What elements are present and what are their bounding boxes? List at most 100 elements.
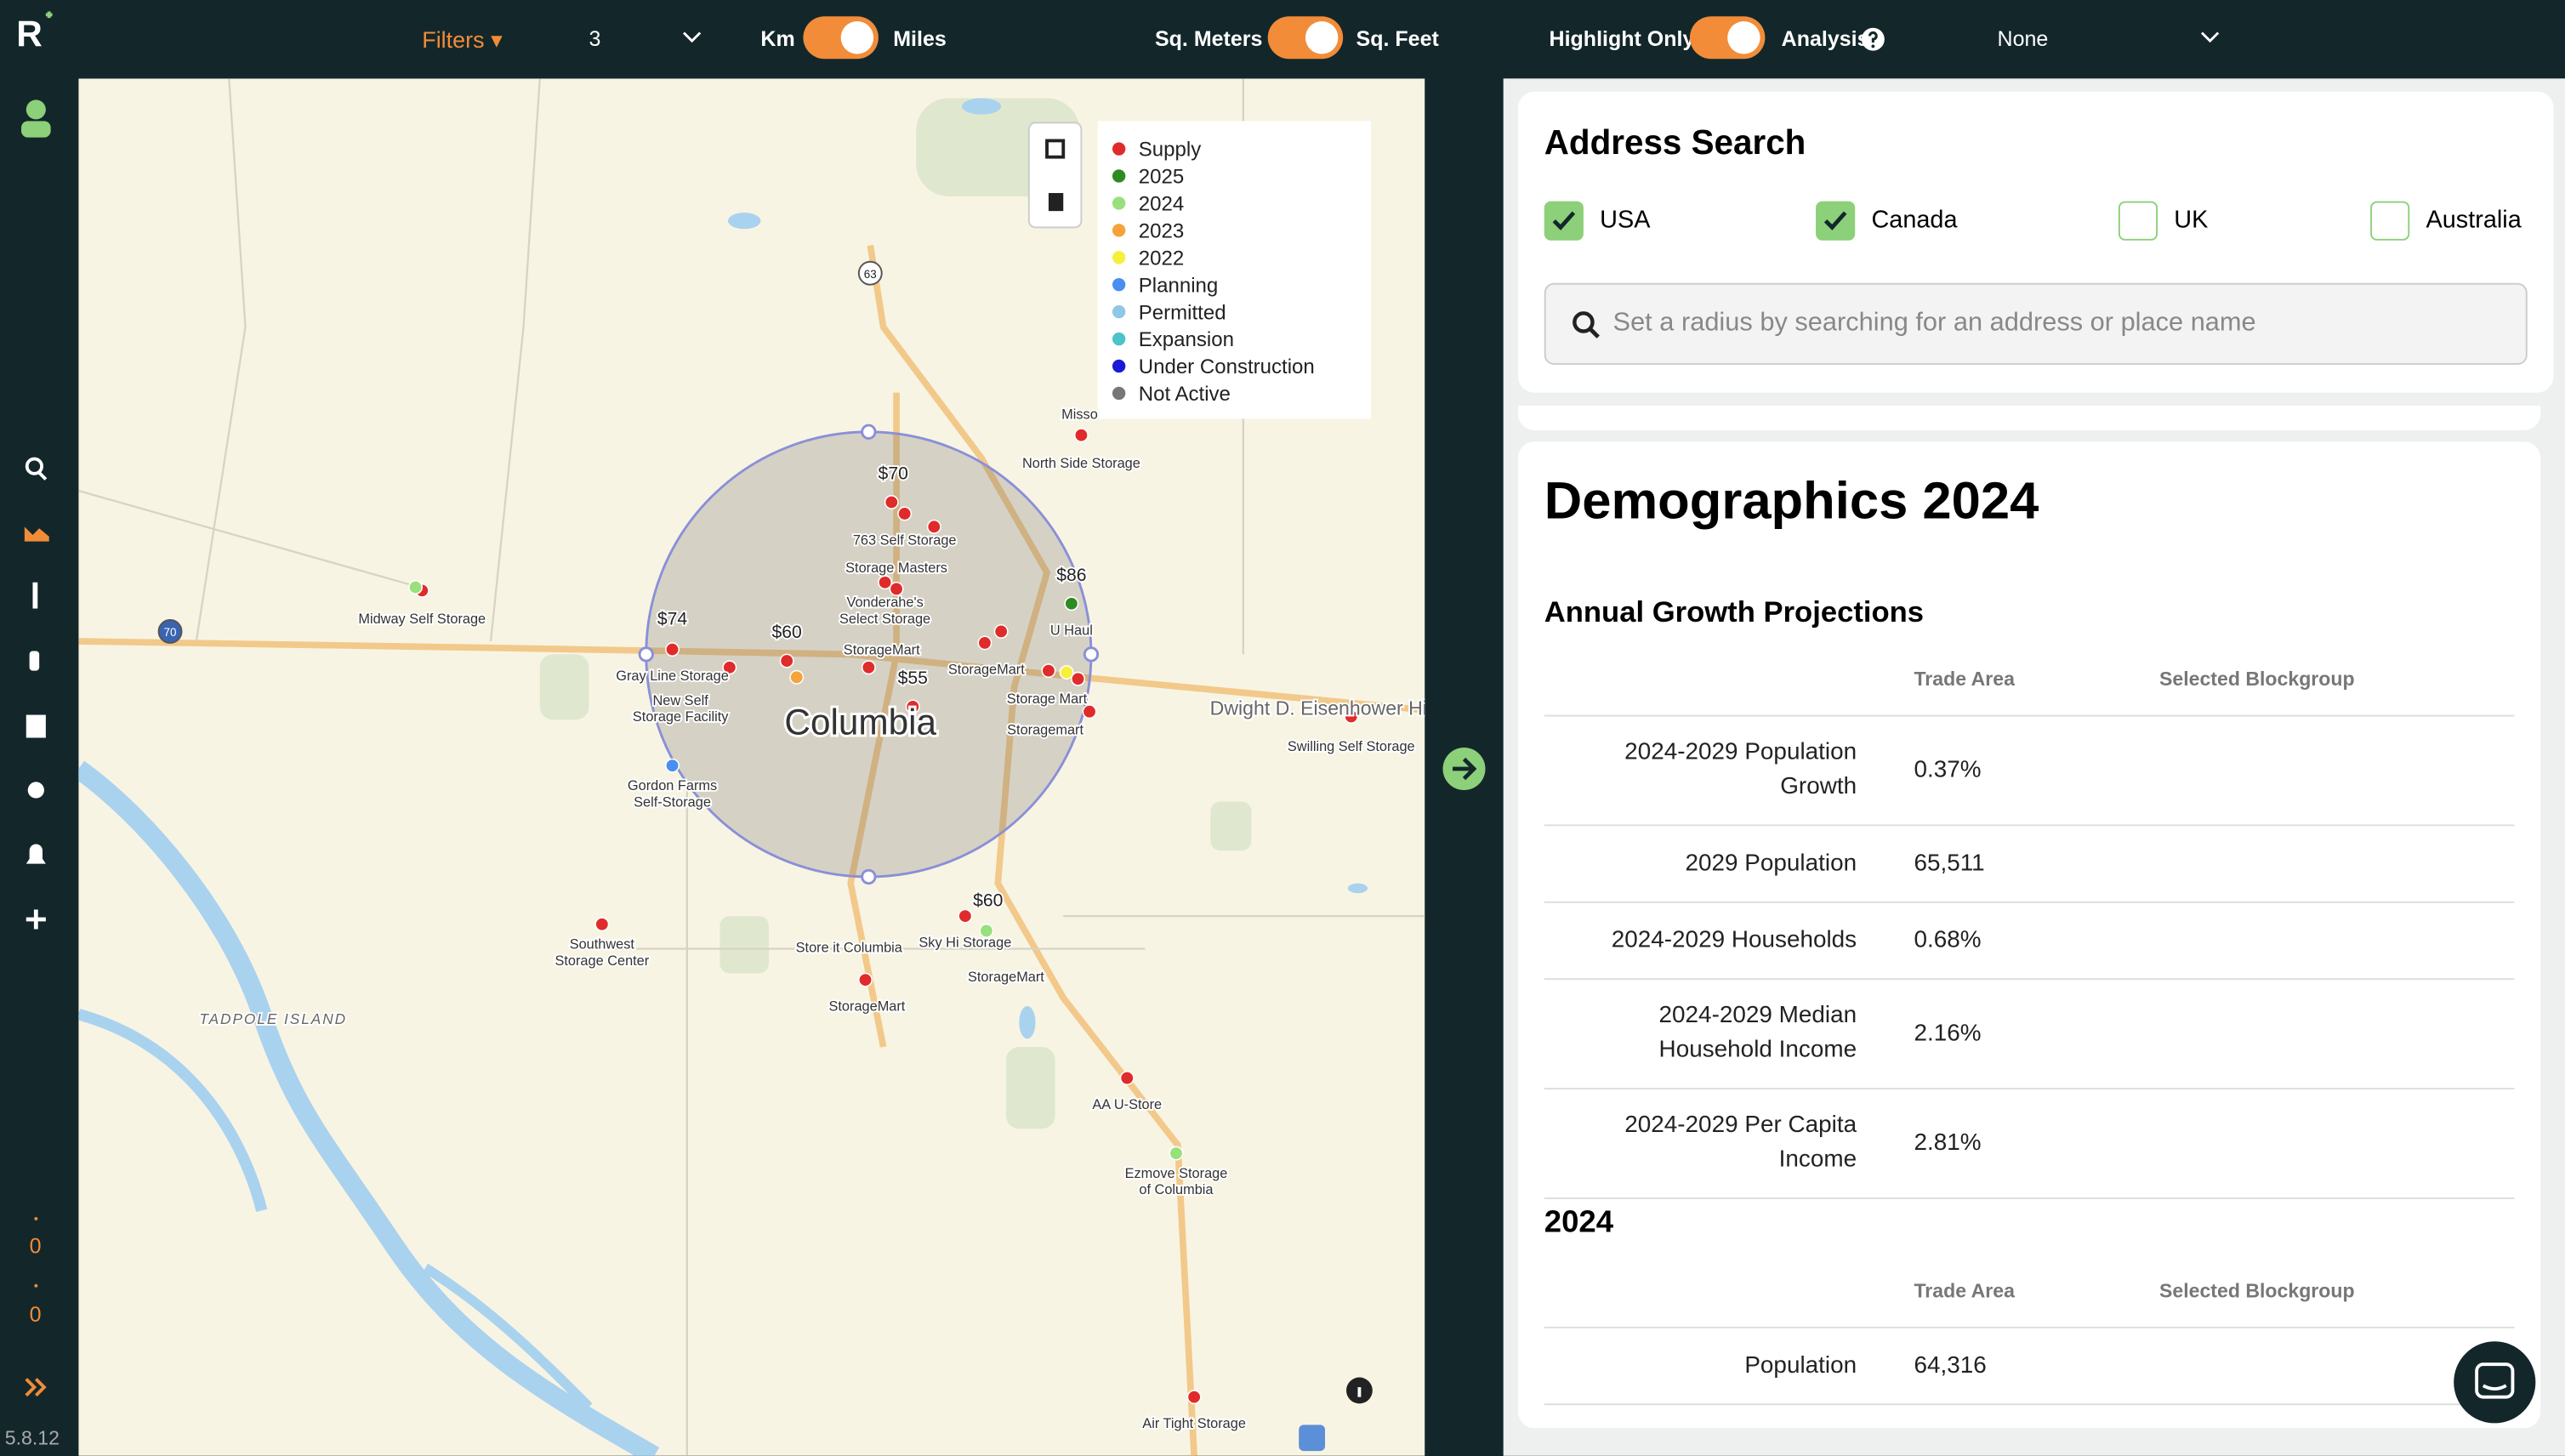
map-marker — [1071, 671, 1086, 686]
filters-label: Filters — [422, 26, 485, 53]
blockgroup-value — [2158, 1327, 2515, 1406]
row-value: 0.37% — [1912, 715, 2158, 827]
country-option[interactable]: Canada — [1816, 201, 1958, 241]
blockgroup-value — [2158, 901, 2515, 981]
map-label: Sky Hi Storage — [919, 936, 1011, 951]
toggle[interactable] — [803, 16, 879, 60]
blockgroup-value — [2158, 979, 2515, 1090]
row-value: 64,316 — [1912, 1327, 2158, 1406]
map-marker — [665, 642, 680, 657]
collapse-arrow[interactable] — [1440, 744, 1489, 793]
table-row: 2024-2029 Households 0.68% — [1544, 901, 2515, 981]
dropdown[interactable]: None — [1997, 26, 2049, 51]
card-title: Demographics 2024 — [1544, 470, 2039, 531]
checkbox — [1816, 201, 1856, 241]
demographics-card: Demographics 2024 Annual Growth Projecti… — [1517, 441, 2541, 1429]
map-label: of Columbia — [1139, 1182, 1214, 1197]
table-row: 2024-2029 Per Capita Income 2.81% — [1544, 1089, 2515, 1199]
map-marker — [1344, 709, 1359, 724]
address-search-card: Address Search Set a radius by searching… — [1517, 91, 2554, 393]
checkmark — [1823, 211, 1847, 230]
legend-dot — [1112, 251, 1126, 264]
row-label: 2024-2029 Median Household Income — [1544, 979, 1913, 1090]
map-label: Vonderahe's — [846, 595, 923, 611]
price-label: $60 — [772, 623, 802, 642]
map-marker — [878, 575, 893, 590]
map-marker — [979, 923, 994, 938]
row-value: 65,511 — [1912, 825, 2158, 903]
toggle-right: Miles — [893, 26, 947, 51]
toggle[interactable] — [1689, 16, 1766, 60]
country-name: USA — [1600, 206, 1651, 234]
map-marker — [958, 908, 973, 924]
blockgroup-value — [2158, 715, 2515, 827]
country-option[interactable]: UK — [2118, 201, 2209, 241]
chevron — [682, 31, 702, 43]
toggle-right: Sq. Feet — [1356, 26, 1439, 51]
row-value: 2.16% — [1912, 979, 2158, 1090]
country-name: Australia — [2426, 206, 2522, 234]
map-label: StorageMart — [829, 999, 906, 1015]
country-name: Canada — [1871, 206, 1958, 234]
legend-label: Not Active — [1139, 383, 1231, 406]
legend-dot — [1112, 277, 1126, 292]
toggle-left: Km — [760, 26, 795, 51]
chat-button[interactable] — [2452, 1339, 2537, 1425]
map-marker — [779, 653, 794, 668]
column-header: Selected Blockgroup — [2158, 1254, 2515, 1328]
price-label: $55 — [898, 668, 928, 688]
legend-label: Under Construction — [1139, 355, 1315, 378]
section-heading: Annual Growth Projections — [1544, 595, 1925, 628]
map-marker — [1119, 1071, 1135, 1086]
blockgroup-value — [2158, 1089, 2515, 1199]
map-marker — [1064, 596, 1079, 611]
radius-select[interactable]: 3 — [589, 26, 600, 51]
map-label: Storagemart — [1007, 723, 1083, 738]
map-label: Swilling Self Storage — [1288, 739, 1415, 754]
map-marker — [905, 699, 920, 714]
column-header: Trade Area — [1912, 1254, 2158, 1328]
legend-dot — [1112, 304, 1126, 319]
counter: 0 — [29, 1302, 42, 1327]
map-marker — [665, 758, 680, 773]
map-label: Dwight D. Eisenhower Hi — [1210, 697, 1425, 719]
chevron — [2200, 31, 2220, 43]
counter: 0 — [29, 1233, 42, 1259]
logo[interactable]: R — [16, 13, 43, 54]
checkbox — [2118, 201, 2158, 241]
map-label: Storage Masters — [845, 560, 947, 576]
legend-dot — [1112, 142, 1126, 156]
legend-label: Expansion — [1139, 328, 1234, 351]
toggle-left: Highlight Only — [1549, 26, 1695, 51]
header-cell — [1544, 642, 1913, 717]
row-label: Population — [1544, 1327, 1913, 1406]
country-name: UK — [2174, 206, 2209, 234]
help-icon[interactable] — [1860, 26, 1886, 53]
row-label: 2024-2029 Households — [1544, 901, 1913, 981]
row-value — [1912, 1404, 2158, 1429]
highway-shield — [857, 260, 883, 286]
checkbox — [2370, 201, 2410, 241]
row-label: 2024-2029 Population Growth — [1544, 715, 1913, 827]
map-label: Select Storage — [839, 611, 930, 627]
map-label: StorageMart — [968, 970, 1044, 985]
map-marker — [861, 660, 876, 675]
row-label: Pop. Density (people per — [1544, 1404, 1913, 1429]
filters-button[interactable]: Filters ▾ — [422, 26, 503, 53]
legend-dot — [1112, 169, 1126, 183]
search-input[interactable]: Set a radius by searching for an address… — [1544, 282, 2528, 365]
table-row: 2024-2029 Median Household Income 2.16% — [1544, 979, 2515, 1090]
country-option[interactable]: Australia — [2370, 201, 2522, 241]
country-option[interactable]: USA — [1544, 201, 1651, 241]
version: 5.8.12 — [4, 1426, 60, 1450]
legend-label: Supply — [1139, 139, 1201, 162]
map-marker — [1169, 1146, 1184, 1161]
sidebar-icons — [21, 11, 53, 1397]
toggle[interactable] — [1267, 16, 1344, 60]
map-label: AA U-Store — [1092, 1097, 1162, 1112]
price-label: $86 — [1056, 566, 1086, 585]
map[interactable]: 63 70 Midway Self Storage Gray Line Storage… — [78, 78, 1425, 1456]
card-title: Address Search — [1544, 124, 1806, 162]
column-header: Selected Blockgroup — [2158, 642, 2515, 717]
column-header: Trade Area — [1912, 642, 2158, 717]
